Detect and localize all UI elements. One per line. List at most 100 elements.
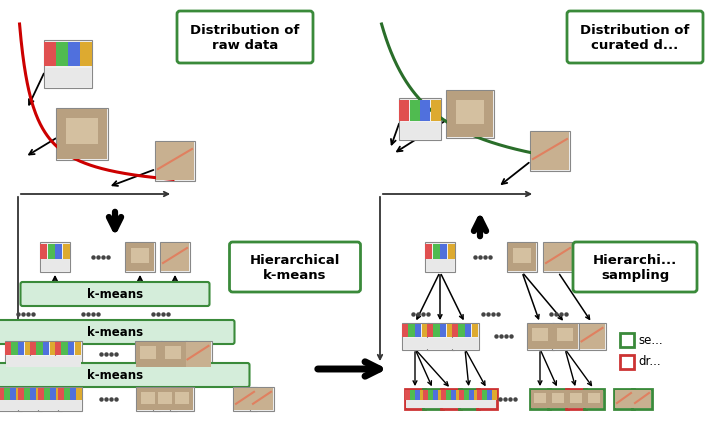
Bar (433, 390, 438, 400)
Bar (465, 324, 472, 338)
Bar (160, 243, 190, 272)
Bar (633, 390, 651, 408)
Bar (50, 342, 56, 356)
Bar (460, 400, 478, 408)
Bar (141, 392, 156, 404)
Bar (75, 342, 81, 356)
Bar (487, 390, 492, 400)
Bar (620, 333, 634, 347)
Bar (615, 390, 633, 408)
Bar (80, 43, 91, 67)
Bar (456, 390, 461, 400)
Bar (448, 244, 454, 259)
Bar (61, 342, 68, 356)
Bar (0, 400, 21, 410)
Bar (44, 41, 92, 89)
Bar (406, 400, 424, 408)
Bar (584, 389, 604, 409)
Bar (566, 389, 586, 409)
Bar (10, 389, 16, 400)
Bar (402, 338, 428, 349)
Bar (4, 341, 32, 367)
Bar (549, 390, 567, 408)
Bar (175, 392, 189, 404)
FancyBboxPatch shape (573, 243, 697, 292)
Bar (420, 101, 430, 122)
FancyBboxPatch shape (0, 363, 250, 387)
Bar (526, 323, 554, 350)
Bar (39, 400, 61, 410)
Bar (400, 123, 440, 140)
Bar (135, 342, 161, 367)
Bar (137, 388, 159, 410)
Bar (402, 323, 428, 350)
Bar (18, 389, 24, 400)
Bar (531, 390, 549, 408)
Bar (552, 393, 564, 403)
Bar (474, 390, 479, 400)
Bar (614, 389, 634, 409)
Bar (578, 323, 606, 350)
Bar (38, 389, 43, 400)
Bar (420, 390, 425, 400)
Bar (440, 244, 447, 259)
Text: Distribution of
raw data: Distribution of raw data (190, 24, 300, 52)
Bar (452, 338, 477, 349)
Bar (532, 328, 548, 342)
Bar (451, 323, 479, 350)
Text: dr...: dr... (638, 355, 661, 367)
Bar (41, 259, 69, 272)
Bar (544, 244, 572, 272)
Bar (428, 338, 452, 349)
Bar (442, 400, 460, 408)
Bar (426, 323, 454, 350)
Bar (135, 341, 161, 367)
Bar (18, 342, 24, 356)
Bar (446, 324, 453, 338)
Bar (4, 342, 11, 356)
Bar (433, 244, 439, 259)
Bar (186, 342, 210, 367)
Bar (70, 389, 76, 400)
Bar (76, 389, 81, 400)
Bar (477, 390, 482, 400)
Bar (184, 341, 212, 367)
Bar (136, 387, 160, 411)
Bar (56, 389, 61, 400)
Bar (30, 341, 56, 367)
Bar (552, 323, 578, 350)
Bar (24, 342, 31, 356)
Bar (492, 390, 497, 400)
Bar (58, 389, 63, 400)
Bar (570, 393, 582, 403)
Bar (567, 390, 585, 408)
Bar (158, 392, 172, 404)
Bar (126, 244, 154, 272)
Bar (530, 132, 570, 172)
Bar (251, 388, 273, 410)
Bar (402, 324, 408, 338)
Bar (534, 393, 546, 403)
Bar (4, 389, 9, 400)
Bar (234, 388, 256, 410)
Bar (428, 390, 433, 400)
Bar (459, 389, 479, 409)
Bar (552, 324, 577, 349)
Bar (45, 69, 91, 88)
Bar (161, 244, 189, 272)
Bar (580, 324, 605, 349)
Bar (423, 389, 443, 409)
Bar (513, 248, 531, 263)
Bar (50, 389, 55, 400)
Bar (451, 390, 456, 400)
Bar (399, 101, 409, 122)
Bar (431, 101, 441, 122)
Bar (55, 244, 62, 259)
Bar (447, 92, 493, 138)
Bar (0, 387, 22, 411)
Bar (160, 341, 186, 367)
Bar (441, 390, 446, 400)
Bar (43, 342, 49, 356)
Bar (451, 324, 458, 338)
Bar (38, 387, 62, 411)
